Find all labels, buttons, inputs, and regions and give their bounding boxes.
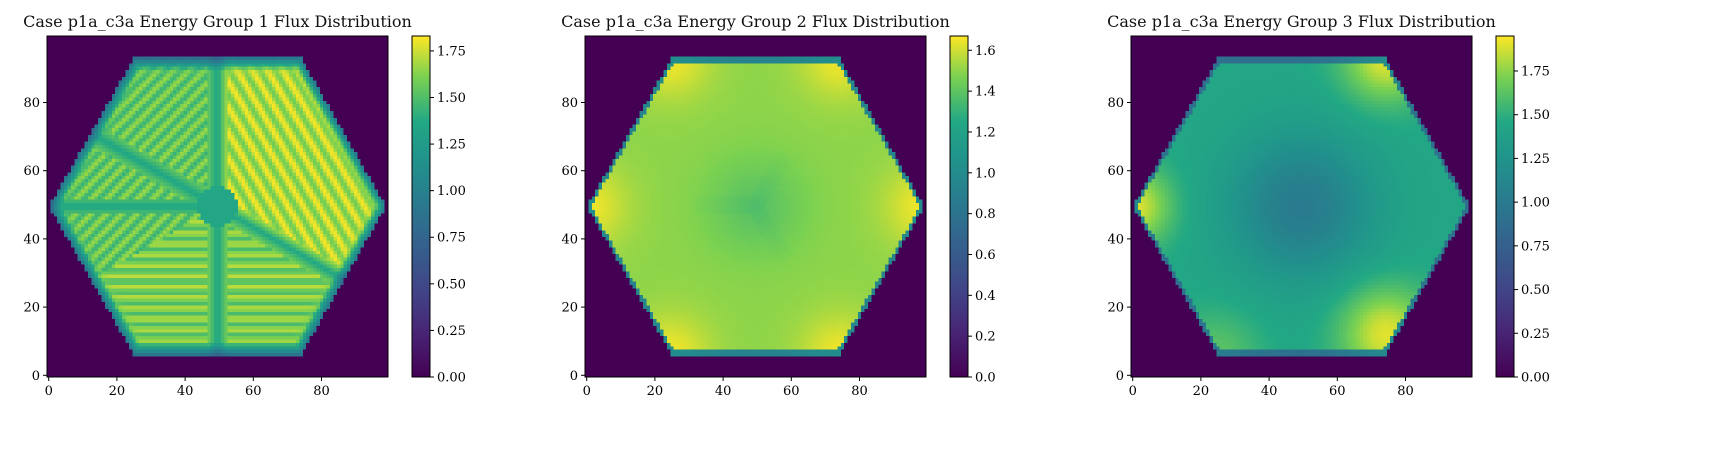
colorbar [411,35,431,378]
colorbar-tick-label: 0.0 [975,371,996,386]
x-tick-label: 40 [1261,384,1278,399]
x-tick-label: 40 [715,384,732,399]
x-tick-label: 0 [583,384,591,399]
x-tick-label: 80 [1397,384,1414,399]
x-tick-label: 20 [1193,384,1210,399]
y-tick-label: 60 [561,164,578,179]
colorbar-tick-label: 1.4 [975,85,996,100]
colorbar-tick-label: 0.00 [1521,371,1550,386]
colorbar-tick-label: 0.25 [437,324,466,339]
colorbar-tick-label: 1.25 [437,138,466,153]
colorbar-tick-label: 1.2 [975,125,996,140]
plot-frame [1130,35,1473,378]
colorbar-tick-label: 1.75 [437,44,466,59]
chart-title: Case p1a_c3a Energy Group 2 Flux Distrib… [561,12,950,31]
y-tick-label: 60 [1107,164,1124,179]
x-tick-label: 60 [245,384,262,399]
heatmap-svg: 0 20 40 60 80 0 20 40 60 80 0.00 0.25 0.50 0.75 1.00 1.… [1107,35,1550,399]
heatmap-image [47,36,388,377]
colorbar-tick-label: 0.6 [975,248,996,263]
heatmap-svg: 0 20 40 60 80 0 20 40 60 80 0.0 0.2 0.4 0.6 0.8 1.0 1.2 1… [561,35,996,399]
y-tick-label: 60 [23,164,40,179]
x-tick-label: 20 [109,384,126,399]
x-tick-label: 60 [783,384,800,399]
colorbar [949,35,969,378]
heatmap-svg: 0 20 40 60 80 0 20 40 60 80 0.00 0.25 0.50 0.75 1.00 1.… [23,35,466,399]
x-tick-label: 40 [177,384,194,399]
colorbar-tick-label: 0.4 [975,289,996,304]
colorbar-tick-label: 1.00 [437,184,466,199]
chart-title: Case p1a_c3a Energy Group 3 Flux Distrib… [1107,12,1496,31]
colorbar-tick-label: 1.6 [975,44,996,59]
colorbar-tick-label: 0.00 [437,371,466,386]
y-tick-label: 20 [561,301,578,316]
y-tick-label: 20 [1107,301,1124,316]
colorbar-tick-label: 0.2 [975,330,996,345]
x-tick-label: 20 [647,384,664,399]
colorbar-tick-label: 1.25 [1521,152,1550,167]
colorbar-tick-label: 1.75 [1521,64,1550,79]
y-tick-label: 40 [1107,232,1124,247]
y-tick-label: 80 [1107,96,1124,111]
colorbar-tick-label: 0.50 [1521,283,1550,298]
y-tick-label: 20 [23,301,40,316]
x-tick-label: 80 [851,384,868,399]
y-tick-label: 40 [561,232,578,247]
y-tick-label: 80 [23,96,40,111]
y-tick-label: 0 [570,369,578,384]
colorbar [1495,35,1515,378]
colorbar-tick-label: 0.75 [1521,239,1550,254]
colorbar-tick-label: 1.00 [1521,196,1550,211]
colorbar-tick-label: 1.50 [1521,108,1550,123]
colorbar-tick-label: 0.50 [437,277,466,292]
y-tick-label: 80 [561,96,578,111]
plot-frame [584,35,927,378]
x-tick-label: 0 [1129,384,1137,399]
x-tick-label: 80 [313,384,330,399]
colorbar-tick-label: 1.50 [437,91,466,106]
y-tick-label: 40 [23,232,40,247]
heatmap-image [585,36,926,377]
colorbar-tick-label: 1.0 [975,166,996,181]
y-tick-label: 0 [32,369,40,384]
y-tick-label: 0 [1116,369,1124,384]
colorbar-tick-label: 0.25 [1521,327,1550,342]
colorbar-tick-label: 0.8 [975,207,996,222]
chart-title: Case p1a_c3a Energy Group 1 Flux Distrib… [23,12,412,31]
x-tick-label: 0 [45,384,53,399]
x-tick-label: 60 [1329,384,1346,399]
plot-frame [46,35,389,378]
heatmap-image [1131,36,1472,377]
colorbar-tick-label: 0.75 [437,231,466,246]
